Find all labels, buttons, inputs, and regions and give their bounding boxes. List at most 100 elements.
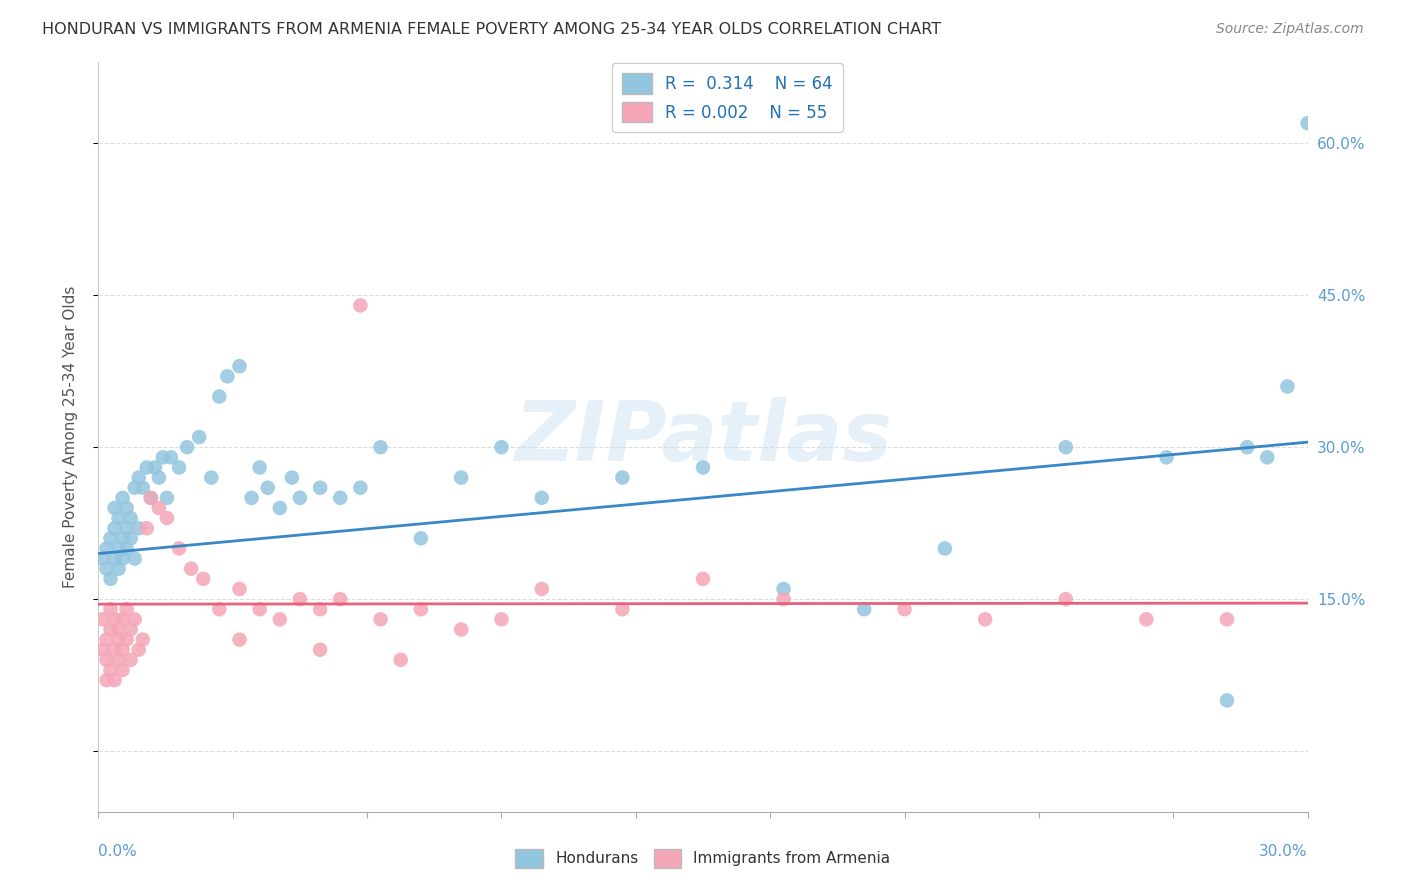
Point: [135, 521, 157, 535]
Point: [167, 541, 190, 556]
Point: [450, 623, 472, 637]
Point: [228, 359, 250, 374]
Point: [288, 491, 311, 505]
Point: [1296, 116, 1319, 130]
Point: [370, 440, 392, 454]
Point: [111, 642, 134, 657]
Point: [96, 653, 118, 667]
Point: [249, 460, 271, 475]
Point: [228, 582, 250, 596]
Point: [103, 500, 125, 515]
Text: Source: ZipAtlas.com: Source: ZipAtlas.com: [1216, 22, 1364, 37]
Point: [217, 369, 239, 384]
Point: [491, 612, 513, 626]
Point: [91, 551, 114, 566]
Point: [772, 592, 794, 607]
Point: [107, 562, 129, 576]
Point: [288, 592, 311, 607]
Point: [1054, 592, 1077, 607]
Point: [160, 450, 183, 465]
Point: [107, 653, 129, 667]
Point: [107, 632, 129, 647]
Point: [329, 491, 352, 505]
Point: [1216, 612, 1239, 626]
Point: [103, 642, 125, 657]
Point: [96, 541, 118, 556]
Point: [139, 491, 162, 505]
Point: [100, 663, 122, 677]
Point: [349, 298, 371, 312]
Point: [148, 500, 170, 515]
Point: [96, 632, 118, 647]
Point: [1277, 379, 1299, 393]
Legend: R =  0.314    N = 64, R = 0.002    N = 55: R = 0.314 N = 64, R = 0.002 N = 55: [612, 63, 842, 132]
Point: [124, 481, 146, 495]
Point: [107, 541, 129, 556]
Point: [240, 491, 263, 505]
Point: [156, 491, 179, 505]
Point: [135, 460, 157, 475]
Point: [1216, 693, 1239, 707]
Point: [893, 602, 915, 616]
Point: [139, 491, 162, 505]
Point: [1054, 440, 1077, 454]
Point: [115, 602, 138, 616]
Point: [103, 673, 125, 687]
Point: [208, 390, 231, 404]
Point: [193, 572, 215, 586]
Point: [115, 632, 138, 647]
Point: [1156, 450, 1178, 465]
Point: [132, 632, 155, 647]
Point: [91, 642, 114, 657]
Point: [1236, 440, 1258, 454]
Point: [120, 532, 142, 546]
Point: [107, 511, 129, 525]
Point: [111, 532, 134, 546]
Point: [228, 632, 250, 647]
Point: [389, 653, 412, 667]
Point: [309, 481, 332, 495]
Point: [111, 551, 134, 566]
Point: [256, 481, 278, 495]
Point: [120, 511, 142, 525]
Point: [103, 521, 125, 535]
Point: [269, 500, 291, 515]
Point: [176, 440, 198, 454]
Point: [156, 511, 179, 525]
Point: [409, 602, 432, 616]
Text: 0.0%: 0.0%: [98, 844, 138, 859]
Y-axis label: Female Poverty Among 25-34 Year Olds: Female Poverty Among 25-34 Year Olds: [63, 286, 77, 588]
Point: [309, 602, 332, 616]
Point: [853, 602, 876, 616]
Point: [1135, 612, 1157, 626]
Point: [450, 470, 472, 484]
Text: 30.0%: 30.0%: [1260, 844, 1308, 859]
Point: [115, 521, 138, 535]
Point: [692, 460, 714, 475]
Legend: Hondurans, Immigrants from Armenia: Hondurans, Immigrants from Armenia: [509, 843, 897, 873]
Point: [772, 582, 794, 596]
Point: [115, 541, 138, 556]
Point: [530, 582, 553, 596]
Point: [103, 551, 125, 566]
Point: [409, 532, 432, 546]
Point: [692, 572, 714, 586]
Point: [612, 602, 634, 616]
Point: [309, 642, 332, 657]
Point: [491, 440, 513, 454]
Point: [200, 470, 222, 484]
Point: [530, 491, 553, 505]
Point: [167, 460, 190, 475]
Point: [120, 653, 142, 667]
Point: [974, 612, 997, 626]
Point: [100, 532, 122, 546]
Point: [329, 592, 352, 607]
Point: [103, 612, 125, 626]
Text: HONDURAN VS IMMIGRANTS FROM ARMENIA FEMALE POVERTY AMONG 25-34 YEAR OLDS CORRELA: HONDURAN VS IMMIGRANTS FROM ARMENIA FEMA…: [42, 22, 941, 37]
Point: [281, 470, 304, 484]
Point: [96, 673, 118, 687]
Point: [124, 612, 146, 626]
Point: [180, 562, 202, 576]
Point: [269, 612, 291, 626]
Point: [349, 481, 371, 495]
